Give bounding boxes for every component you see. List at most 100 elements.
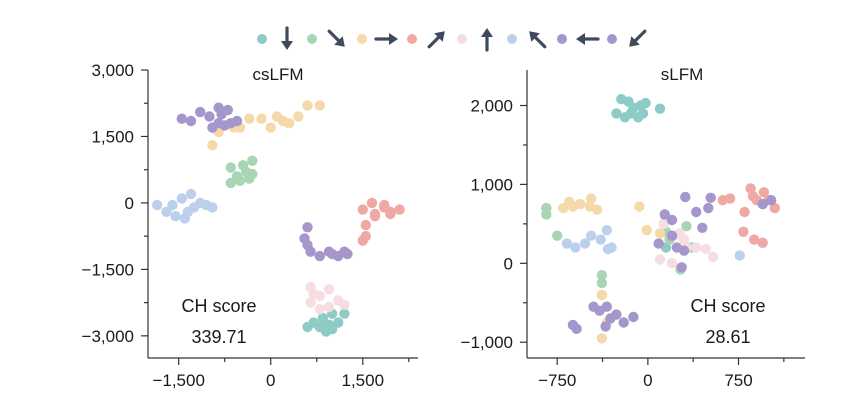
scatter-point-yellow — [634, 201, 645, 212]
arrow-up-icon — [481, 28, 493, 52]
y-tick-label: 3,000 — [91, 61, 134, 80]
scatter-point-purple — [678, 245, 690, 256]
arrow-up-right-icon — [427, 31, 445, 49]
scatter-point-teal — [628, 102, 639, 114]
scatter-point-green — [596, 277, 608, 289]
scatter-point-green — [225, 162, 236, 173]
scatter-point-teal — [616, 94, 627, 105]
legend-dot-teal — [257, 34, 267, 44]
x-tick-label: 750 — [724, 371, 752, 390]
scatter-point-blue — [152, 199, 163, 211]
scatter-point-purple — [231, 115, 243, 127]
legend-dot-green — [307, 34, 317, 44]
scatter-point-green — [681, 221, 692, 232]
scatter-point-purple — [204, 111, 215, 122]
scatter-point-pink — [691, 242, 702, 253]
scatter-point-pink — [323, 284, 335, 295]
legend-dot-blue — [507, 34, 517, 44]
y-tick-label: 0 — [125, 194, 134, 213]
scatter-point-purple — [222, 104, 233, 116]
legend-dot-salmon — [407, 34, 417, 44]
scatter-point-purple — [571, 323, 582, 334]
scatter-point-purple — [314, 250, 325, 262]
ch-score-value-cslfm: 339.71 — [191, 327, 246, 347]
scatter-point-purple — [628, 311, 639, 323]
scatter-point-yellow — [207, 140, 218, 151]
scatter-point-blue — [601, 225, 612, 236]
scatter-point-purple — [659, 209, 670, 220]
x-tick-label: 0 — [643, 371, 652, 390]
legend-dot-purple — [607, 34, 617, 44]
scatter-point-yellow — [596, 333, 608, 344]
scatter-point-green — [552, 230, 563, 241]
scatter-point-purple — [176, 113, 187, 124]
axes-cslfm: −3,000 −1,500 0 1,500 3,000 −1,500 0 1,500 — [82, 61, 418, 390]
x-tick-label: −750 — [538, 371, 576, 390]
panel-cslfm: csLFM CH score 339.71 −3,000 −1,500 0 1,500… — [82, 61, 418, 390]
scatter-point-pink — [323, 301, 335, 313]
scatter-point-purple — [305, 246, 316, 257]
scatter-point-yellow — [591, 204, 603, 215]
scatter-point-purple — [213, 102, 224, 113]
scatter-point-purple — [666, 230, 678, 241]
scatter-point-yellow — [256, 113, 267, 124]
scatter-point-purple — [600, 321, 611, 332]
scatter-point-teal — [323, 319, 335, 330]
scatter-point-purple — [697, 222, 708, 233]
scatter-point-blue — [185, 188, 197, 200]
scatter-point-yellow — [293, 111, 304, 122]
scatter-point-yellow — [265, 122, 276, 133]
scatter-point-green — [237, 160, 249, 171]
y-tick-label: −1,000 — [461, 333, 513, 352]
scatter-point-blue — [176, 193, 187, 204]
arrow-left-icon — [576, 33, 600, 45]
y-tick-label: −1,500 — [82, 260, 134, 279]
scatter-point-blue — [161, 206, 172, 217]
scatter-point-teal — [654, 103, 666, 114]
scatter-point-yellow — [244, 113, 255, 124]
legend-dot-yellow — [357, 34, 367, 44]
arrow-up-left-icon — [529, 31, 547, 49]
scatter-point-purple — [705, 192, 716, 203]
x-tick-label: −1,500 — [152, 371, 204, 390]
scatter-point-blue — [585, 230, 597, 241]
scatter-point-salmon — [379, 199, 390, 211]
scatter-point-blue — [170, 211, 181, 222]
scatter-point-salmon — [724, 193, 736, 204]
scatter-point-blue — [207, 202, 218, 213]
scatter-point-purple — [757, 198, 768, 210]
scatter-point-salmon — [769, 202, 780, 214]
scatter-point-pink — [707, 251, 719, 263]
arrow-right-icon — [374, 33, 398, 45]
points-cslfm — [152, 100, 405, 337]
scatter-point-yellow — [654, 228, 666, 239]
axes-slfm: −1,000 0 1,000 2,000 −750 0 750 — [461, 70, 805, 390]
scatter-point-teal — [640, 97, 651, 109]
scatter-point-teal — [637, 108, 649, 119]
panel-slfm: sLFM CH score 28.61 −1,000 0 1,000 2,000 −75… — [461, 65, 805, 390]
scatter-point-purple — [601, 301, 612, 312]
scatter-point-salmon — [757, 237, 768, 248]
color-sequence-legend — [257, 26, 647, 52]
scatter-point-yellow — [596, 289, 608, 301]
y-tick-label: 1,500 — [91, 127, 134, 146]
scatter-point-blue — [734, 250, 745, 261]
scatter-point-salmon — [749, 234, 760, 245]
ch-score-value-slfm: 28.61 — [705, 327, 750, 347]
scatter-point-blue — [182, 206, 194, 217]
scatter-point-green — [244, 173, 255, 184]
scatter-point-salmon — [360, 219, 371, 231]
scatter-point-salmon — [366, 197, 378, 209]
scatter-point-yellow — [283, 118, 295, 129]
scatter-point-salmon — [357, 235, 368, 246]
scatter-point-yellow — [641, 225, 652, 236]
scatter-point-salmon — [394, 204, 405, 215]
scatter-point-blue — [561, 238, 573, 249]
scatter-point-pink — [305, 297, 316, 308]
scatter-point-purple — [195, 106, 206, 118]
scatter-point-green — [247, 155, 258, 166]
scatter-point-salmon — [745, 183, 756, 194]
y-tick-label: 2,000 — [470, 97, 513, 116]
